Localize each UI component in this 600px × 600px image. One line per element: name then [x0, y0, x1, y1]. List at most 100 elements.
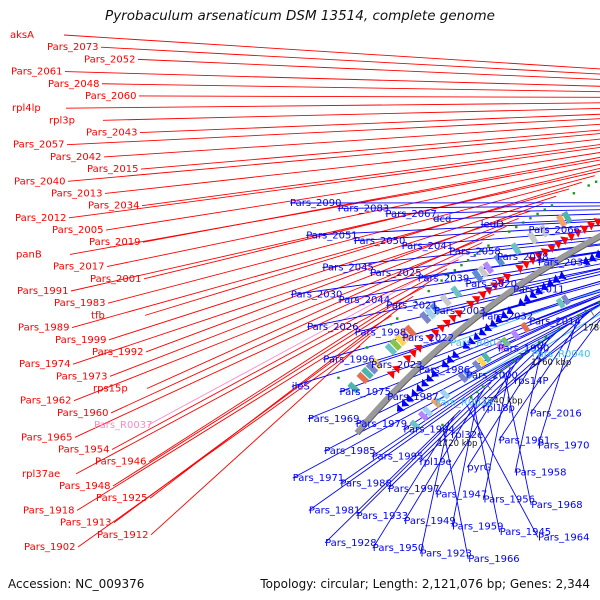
gene-label-forward: Pars_1925 [96, 493, 147, 504]
gene-label-reverse: Pars_1996 [323, 354, 374, 365]
gene-label-reverse: Pars_1986 [419, 365, 470, 376]
forward-gene [515, 264, 524, 274]
leader-line [104, 138, 600, 194]
forward-gene [465, 300, 475, 309]
gene-label-reverse: rps14P [514, 376, 548, 387]
gene-label-reverse: Pars_1995 [372, 452, 423, 463]
feature-dot [396, 317, 399, 320]
gene-label-forward: Pars_R0037 [94, 420, 152, 431]
gene-label-forward: rpl3p [49, 115, 75, 126]
gene-label-reverse: Pars_1981 [309, 505, 360, 516]
leader-line [68, 146, 600, 219]
gene-label-reverse: Pars_2058 [449, 247, 500, 258]
leader-line [289, 202, 600, 204]
gene-label-forward: Pars_1902 [24, 542, 75, 553]
reverse-gene [479, 327, 487, 336]
leader-line [401, 230, 600, 247]
feature-dot [414, 300, 418, 304]
feature-dot [525, 350, 528, 353]
feature-dot [487, 244, 490, 247]
leader-line [65, 102, 600, 109]
gene-label-forward: Pars_1913 [60, 518, 111, 529]
cog-block-outer [439, 293, 452, 307]
cog-block-inner [409, 419, 421, 431]
feature-dot [480, 249, 483, 252]
kbp-tick [440, 428, 446, 434]
leader-line [324, 409, 461, 544]
leader-line [108, 195, 557, 341]
leader-line [403, 305, 599, 430]
gene-label-reverse: Pars_2067 [385, 209, 436, 220]
gene-label-reverse: Pars_2022 [403, 333, 454, 344]
leader-line [323, 322, 571, 452]
leader-line [101, 83, 600, 93]
gene-label-reverse: Pars_2031 [538, 257, 589, 268]
leader-line [433, 271, 600, 312]
gene-label-reverse: Pars_1990 [498, 344, 549, 355]
forward-gene [527, 256, 536, 265]
forward-gene [425, 334, 434, 343]
forward-gene [430, 329, 439, 338]
leader-line [496, 243, 600, 258]
gene-label-forward: Pars_2040 [14, 176, 65, 187]
kbp-tick [537, 345, 542, 351]
leader-line [138, 95, 600, 98]
gene-label-reverse: Pars_1923 [421, 549, 472, 560]
gene-label-forward: Pars_2061 [11, 67, 62, 78]
cog-block-inner [457, 372, 469, 384]
gene-label-reverse: Pars_R0039 [450, 338, 508, 349]
gene-label-reverse: Pars_1933 [357, 511, 408, 522]
gene-label-reverse: Pars_2030 [291, 290, 342, 301]
leader-line [513, 317, 600, 382]
forward-gene [454, 310, 463, 319]
forward-gene [402, 355, 411, 364]
gene-label-reverse: Pars_2000 [466, 371, 517, 382]
leader-line [140, 129, 600, 170]
leader-line [100, 46, 600, 75]
cog-block-inner [555, 297, 566, 309]
gene-label-forward: Pars_2012 [15, 213, 66, 224]
gene-label-reverse: Pars_2016 [530, 408, 581, 419]
leader-line [370, 244, 600, 274]
feature-dot [493, 375, 497, 378]
feature-dot [506, 364, 509, 368]
accession-label: Accession: NC_009376 [8, 577, 145, 591]
gene-label-forward: Pars_2017 [53, 262, 104, 273]
reverse-gene [396, 403, 405, 412]
gene-label-reverse: Pars_1928 [325, 538, 376, 549]
leader-line [480, 218, 600, 226]
leader-line [70, 170, 600, 292]
feature-dot [557, 327, 561, 330]
feature-dot [440, 279, 443, 282]
leader-line [147, 250, 471, 426]
leader-line [472, 398, 501, 533]
reverse-gene [523, 293, 532, 303]
feature-dot [337, 376, 340, 380]
leader-line [450, 289, 600, 344]
leader-line [102, 108, 600, 121]
reverse-gene [518, 297, 526, 307]
leader-line [109, 218, 519, 377]
forward-gene [580, 225, 589, 234]
gene-label-forward: Pars_2060 [85, 91, 136, 102]
leader-line [76, 315, 392, 511]
gene-label-reverse: pyrG [467, 462, 491, 473]
reverse-gene [547, 278, 555, 287]
cog-block-inner [500, 336, 511, 348]
leader-line [105, 152, 600, 231]
cog-block-outer [556, 214, 567, 228]
cog-block-inner [520, 321, 531, 333]
leader-line [72, 210, 532, 365]
gene-label-forward: Pars_1992 [92, 347, 143, 358]
cog-block-outer [399, 329, 412, 342]
gene-label-reverse: Pars_1979 [356, 419, 407, 430]
gene-label-forward: Pars_1974 [19, 359, 70, 370]
gene-label-forward: rpl37ae [22, 469, 60, 480]
gene-label-reverse: Pars_2083 [338, 203, 389, 214]
leader-line [442, 427, 469, 560]
gene-label-forward: Pars_2034 [88, 201, 139, 212]
feature-dot [594, 180, 598, 183]
forward-gene [436, 324, 445, 333]
gene-label-reverse: Pars_1970 [538, 441, 589, 452]
forward-gene [391, 365, 401, 374]
